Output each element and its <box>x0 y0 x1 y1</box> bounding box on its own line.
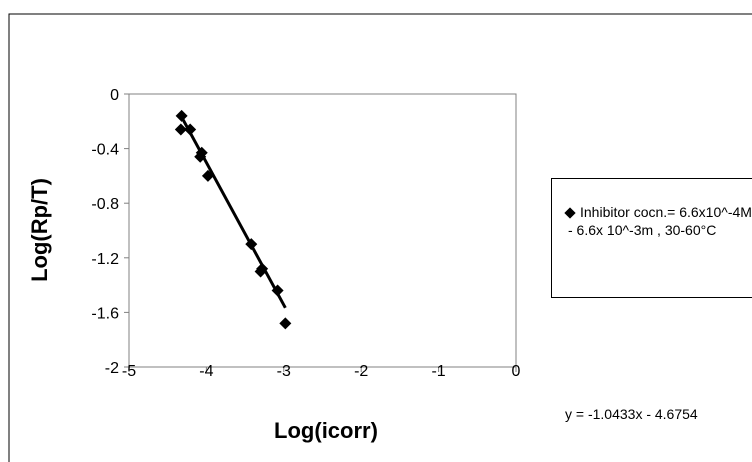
x-tick-label: -1 <box>431 363 445 380</box>
data-point <box>279 317 292 330</box>
trendline <box>179 114 287 309</box>
y-axis-title: Log(Rp/T) <box>27 178 52 282</box>
data-point <box>174 123 187 136</box>
x-tick-label: -3 <box>277 363 291 380</box>
y-tick-label: 0 <box>110 87 119 104</box>
x-tick-label: -2 <box>354 363 368 380</box>
data-point <box>201 169 214 182</box>
legend: Inhibitor cocn.= 6.6x10^-4M - 6.6x 10^-3… <box>551 178 752 298</box>
data-point <box>194 150 207 163</box>
trendline-layer <box>179 114 287 309</box>
data-point <box>256 262 269 275</box>
data-points-layer <box>174 109 292 330</box>
data-point <box>175 109 188 122</box>
x-tick-label: -5 <box>122 363 136 380</box>
y-tick-label: -0.4 <box>91 142 119 159</box>
x-tick-label: 0 <box>512 363 521 380</box>
y-tick-label: -2 <box>105 360 119 377</box>
x-tick-label: -4 <box>199 363 213 380</box>
y-tick-label: -1.2 <box>91 251 119 268</box>
data-point <box>184 123 197 136</box>
plot-area <box>128 93 517 368</box>
y-tick-label: -0.8 <box>91 196 119 213</box>
x-axis-title: Log(icorr) <box>274 418 378 443</box>
data-point <box>271 284 284 297</box>
legend-series-label: Inhibitor cocn.= 6.6x10^-4M - 6.6x 10^-3… <box>568 204 752 238</box>
y-axis-ticks: 0 -0.4 -0.8 -1.2 -1.6 -2 <box>91 87 129 377</box>
y-tick-label: -1.6 <box>91 305 119 322</box>
data-point <box>245 238 258 251</box>
x-axis-ticks: -5 -4 -3 -2 -1 0 <box>122 363 521 380</box>
trendline-equation: y = -1.0433x - 4.6754 <box>565 406 698 422</box>
